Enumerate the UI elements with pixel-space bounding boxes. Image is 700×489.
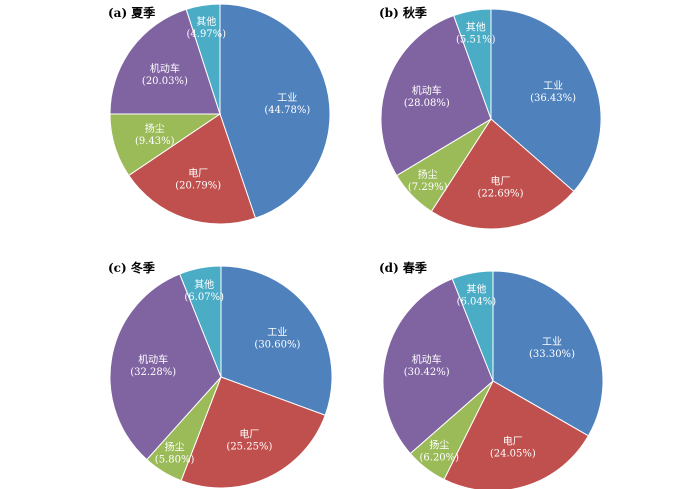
slice-value-c-dust: (5.80%) <box>155 455 195 466</box>
slice-label-b-dust: 扬尘 <box>418 168 438 181</box>
pie-a: 工业(44.78%) 电厂(20.79%) 扬尘(9.43%) 机动车(20.03%)… <box>109 3 331 225</box>
slice-b-vehicle <box>380 14 492 177</box>
panel-title-b: (b) 秋季 <box>379 5 428 20</box>
slice-label-d-dust: 扬尘 <box>429 439 449 452</box>
slice-c-power-plant <box>180 376 326 489</box>
slice-value-b-industry: (36.43%) <box>530 93 576 104</box>
slice-value-c-industry: (30.60%) <box>254 340 300 351</box>
slice-a-other <box>185 3 221 115</box>
panel-title-a: (a) 夏季 <box>108 5 156 20</box>
slice-c-other <box>179 265 222 378</box>
slice-c-vehicle <box>109 273 222 461</box>
slice-label-b-industry: 工业 <box>543 80 563 92</box>
slice-a-industry <box>219 3 331 219</box>
slice-value-b-vehicle: (28.08%) <box>404 98 450 109</box>
slice-label-d-power-plant: 电厂 <box>503 434 523 447</box>
slice-value-b-power-plant: (22.69%) <box>478 189 524 200</box>
slice-label-a-vehicle: 机动车 <box>150 62 180 75</box>
slice-label-b-vehicle: 机动车 <box>412 84 442 97</box>
pie-b: 工业(36.43%) 电厂(22.69%) 扬尘(7.29%) 机动车(28.08%)… <box>380 8 602 230</box>
slice-b-power-plant <box>430 118 575 230</box>
pie-panel-a: (a) 夏季 工业(44.78%)电厂(20.79%)扬尘(9.43%)机动车(… <box>108 3 331 225</box>
slice-d-vehicle <box>382 278 494 455</box>
slice-value-a-industry: (44.78%) <box>264 105 310 116</box>
slice-label-c-vehicle: 机动车 <box>138 353 168 366</box>
slice-label-c-dust: 扬尘 <box>165 441 185 454</box>
pie-panel-d: (d) 春季 工业(33.30%)电厂(24.05%)扬尘(6.20%)机动车(… <box>379 260 604 489</box>
slice-label-a-other: 其他 <box>196 15 216 28</box>
slice-label-d-vehicle: 机动车 <box>412 353 442 366</box>
slice-value-d-power-plant: (24.05%) <box>490 448 536 459</box>
pie-panel-c: (c) 冬季 工业(30.60%)电厂(25.25%)扬尘(5.80%)机动车(… <box>108 260 333 489</box>
slice-label-c-industry: 工业 <box>267 327 287 339</box>
slice-label-b-other: 其他 <box>466 20 486 33</box>
slice-value-d-other: (6.04%) <box>457 297 497 308</box>
slice-d-industry <box>492 270 604 437</box>
slice-label-c-other: 其他 <box>194 278 214 291</box>
slice-value-a-vehicle: (20.03%) <box>142 76 188 87</box>
panel-title-c: (c) 冬季 <box>108 260 156 275</box>
slice-value-c-vehicle: (32.28%) <box>130 367 176 378</box>
slice-b-industry <box>490 8 602 193</box>
slice-label-b-power-plant: 电厂 <box>491 175 511 188</box>
slice-label-d-other: 其他 <box>466 283 486 296</box>
slice-value-d-industry: (33.30%) <box>529 349 575 360</box>
slice-label-a-industry: 工业 <box>277 92 297 104</box>
pie-panel-b: (b) 秋季 工业(36.43%)电厂(22.69%)扬尘(7.29%)机动车(… <box>379 5 602 230</box>
slice-c-industry <box>220 265 333 416</box>
pie-c: 工业(30.60%) 电厂(25.25%) 扬尘(5.80%) 机动车(32.28%)… <box>109 265 333 489</box>
slice-value-a-power-plant: (20.79%) <box>175 181 221 192</box>
slice-a-vehicle <box>109 8 221 115</box>
slice-label-a-dust: 扬尘 <box>145 122 165 135</box>
slice-value-c-power-plant: (25.25%) <box>226 442 272 453</box>
slice-value-b-dust: (7.29%) <box>408 182 448 193</box>
slice-label-c-power-plant: 电厂 <box>239 428 259 441</box>
slice-value-a-other: (4.97%) <box>187 29 227 40</box>
panel-title-d: (d) 春季 <box>379 260 428 275</box>
slice-value-d-dust: (6.20%) <box>420 453 460 464</box>
slice-label-a-power-plant: 电厂 <box>188 167 208 180</box>
pie-d: 工业(33.30%) 电厂(24.05%) 扬尘(6.20%) 机动车(30.42%)… <box>382 270 604 489</box>
slice-value-a-dust: (9.43%) <box>135 136 175 147</box>
slice-a-power-plant <box>128 113 257 225</box>
slice-value-b-other: (5.51%) <box>456 34 496 45</box>
slice-value-c-other: (6.07%) <box>184 292 224 303</box>
slice-b-other <box>453 8 492 120</box>
slice-label-d-industry: 工业 <box>542 336 562 348</box>
slice-d-other <box>451 270 494 382</box>
slice-value-d-vehicle: (30.42%) <box>404 367 450 378</box>
